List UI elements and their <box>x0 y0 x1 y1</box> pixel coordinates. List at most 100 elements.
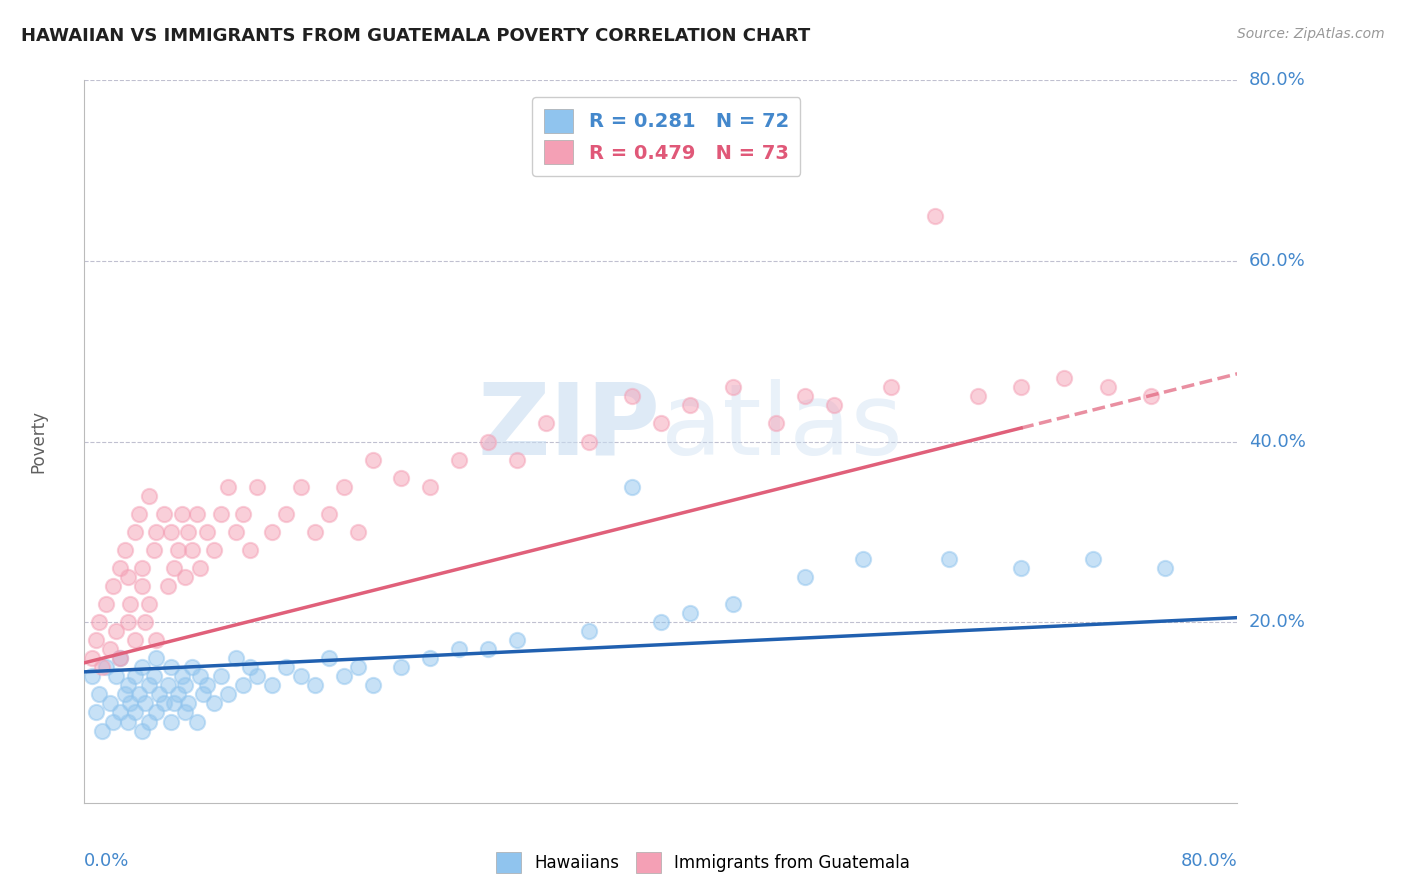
Point <box>534 417 557 431</box>
Point <box>202 542 225 557</box>
Point <box>134 615 156 630</box>
Point <box>145 633 167 648</box>
Point <box>188 669 211 683</box>
Point <box>361 452 384 467</box>
Point <box>1010 380 1032 394</box>
Point <box>239 542 262 557</box>
Point <box>90 723 112 738</box>
Point <box>239 660 262 674</box>
Point <box>174 706 197 720</box>
Point <box>160 714 183 729</box>
Point <box>84 633 107 648</box>
Point <box>138 678 160 692</box>
Point <box>103 714 124 729</box>
Point <box>823 398 845 412</box>
Point <box>1010 561 1032 575</box>
Point <box>260 524 283 539</box>
Point <box>120 697 142 711</box>
Point <box>419 480 441 494</box>
Point <box>721 597 744 611</box>
Point <box>138 597 160 611</box>
Point <box>177 524 200 539</box>
Point <box>195 678 218 692</box>
Point <box>80 651 103 665</box>
Point <box>148 687 170 701</box>
Point <box>80 669 103 683</box>
Point <box>1140 389 1163 403</box>
Point <box>246 669 269 683</box>
Text: 80.0%: 80.0% <box>1181 853 1237 871</box>
Point <box>391 471 413 485</box>
Point <box>98 642 121 657</box>
Point <box>794 389 817 403</box>
Point <box>794 570 817 584</box>
Point <box>163 697 186 711</box>
Point <box>124 669 146 683</box>
Point <box>174 678 197 692</box>
Point <box>84 706 107 720</box>
Point <box>160 660 183 674</box>
Point <box>679 606 702 620</box>
Point <box>142 669 165 683</box>
Point <box>105 624 128 639</box>
Point <box>163 561 186 575</box>
Point <box>304 678 326 692</box>
Point <box>98 697 121 711</box>
Point <box>449 452 471 467</box>
Text: 60.0%: 60.0% <box>1249 252 1306 270</box>
Point <box>621 389 644 403</box>
Point <box>188 561 211 575</box>
Point <box>347 524 370 539</box>
Point <box>260 678 283 692</box>
Point <box>232 507 254 521</box>
Point <box>304 524 326 539</box>
Point <box>880 380 903 394</box>
Text: Source: ZipAtlas.com: Source: ZipAtlas.com <box>1237 27 1385 41</box>
Point <box>128 507 150 521</box>
Point <box>87 687 110 701</box>
Point <box>924 209 946 223</box>
Point <box>152 697 174 711</box>
Point <box>117 615 139 630</box>
Point <box>391 660 413 674</box>
Point <box>938 552 960 566</box>
Point <box>195 524 218 539</box>
Point <box>117 570 139 584</box>
Point <box>181 660 204 674</box>
Point <box>124 633 146 648</box>
Point <box>124 524 146 539</box>
Point <box>138 714 160 729</box>
Point <box>124 706 146 720</box>
Point <box>134 697 156 711</box>
Text: 40.0%: 40.0% <box>1249 433 1306 450</box>
Point <box>117 678 139 692</box>
Point <box>138 489 160 503</box>
Point <box>621 480 644 494</box>
Legend: Hawaiians, Immigrants from Guatemala: Hawaiians, Immigrants from Guatemala <box>489 846 917 880</box>
Point <box>181 542 204 557</box>
Point <box>765 417 787 431</box>
Point <box>290 669 312 683</box>
Text: HAWAIIAN VS IMMIGRANTS FROM GUATEMALA POVERTY CORRELATION CHART: HAWAIIAN VS IMMIGRANTS FROM GUATEMALA PO… <box>21 27 810 45</box>
Point <box>477 642 499 657</box>
Point <box>186 714 208 729</box>
Point <box>103 579 124 593</box>
Point <box>578 434 600 449</box>
Point <box>105 669 128 683</box>
Point <box>167 687 190 701</box>
Point <box>967 389 990 403</box>
Point <box>110 706 132 720</box>
Point <box>1083 552 1105 566</box>
Point <box>290 480 312 494</box>
Point <box>477 434 499 449</box>
Point <box>209 507 232 521</box>
Point <box>160 524 183 539</box>
Text: 80.0%: 80.0% <box>1249 71 1306 89</box>
Text: atlas: atlas <box>661 378 903 475</box>
Point <box>218 687 240 701</box>
Point <box>202 697 225 711</box>
Point <box>361 678 384 692</box>
Point <box>110 561 132 575</box>
Text: Poverty: Poverty <box>30 410 48 473</box>
Point <box>246 480 269 494</box>
